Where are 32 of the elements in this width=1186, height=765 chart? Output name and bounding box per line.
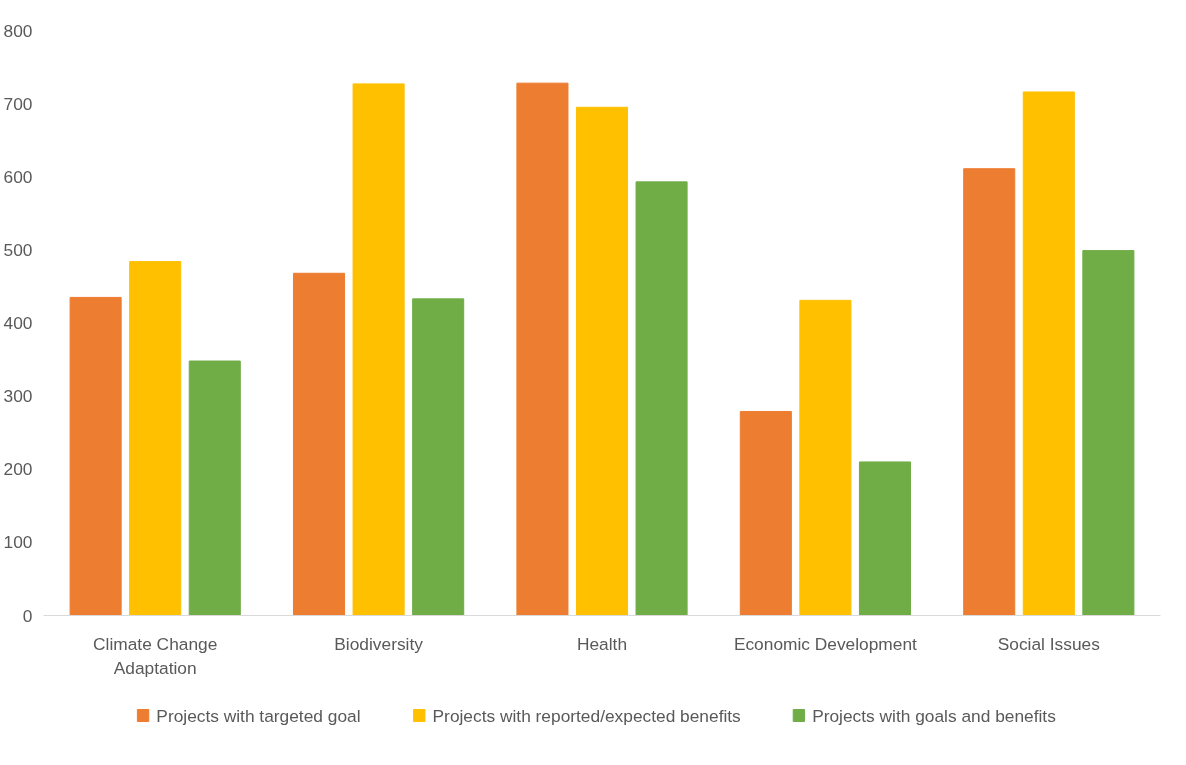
y-tick-label: 200 xyxy=(3,459,33,480)
bar xyxy=(412,298,465,616)
x-tick-label: Biodiversity xyxy=(334,633,424,654)
legend-label: Projects with reported/expected benefits xyxy=(432,705,742,726)
y-tick-label: 600 xyxy=(3,166,33,187)
x-tick-label: Social Issues xyxy=(997,633,1101,654)
x-tick-label: Health xyxy=(576,633,628,654)
bar xyxy=(516,82,569,616)
bar xyxy=(858,461,911,616)
bar xyxy=(963,168,1016,616)
x-tick-label: Climate Change Adaptation xyxy=(93,633,218,678)
legend-label: Projects with targeted goal xyxy=(156,705,361,726)
bar xyxy=(293,272,346,616)
y-tick-label: 0 xyxy=(22,605,33,626)
bar xyxy=(575,106,629,616)
bar xyxy=(188,360,241,616)
y-tick-label: 100 xyxy=(3,532,33,553)
y-tick-label: 500 xyxy=(3,239,33,260)
bar xyxy=(635,181,688,616)
y-tick-label: 400 xyxy=(3,313,33,333)
y-tick-label: 700 xyxy=(3,93,33,114)
bar xyxy=(129,261,182,616)
y-tick-label: 300 xyxy=(3,386,33,407)
bar xyxy=(69,296,122,616)
bar xyxy=(1022,91,1075,616)
legend-label: Projects with goals and benefits xyxy=(812,705,1057,726)
bar xyxy=(352,83,405,616)
bar xyxy=(799,299,852,616)
bar xyxy=(739,410,792,616)
x-tick-label: Economic Development xyxy=(733,633,918,654)
bar xyxy=(1082,250,1135,616)
y-tick-label: 800 xyxy=(3,20,33,41)
